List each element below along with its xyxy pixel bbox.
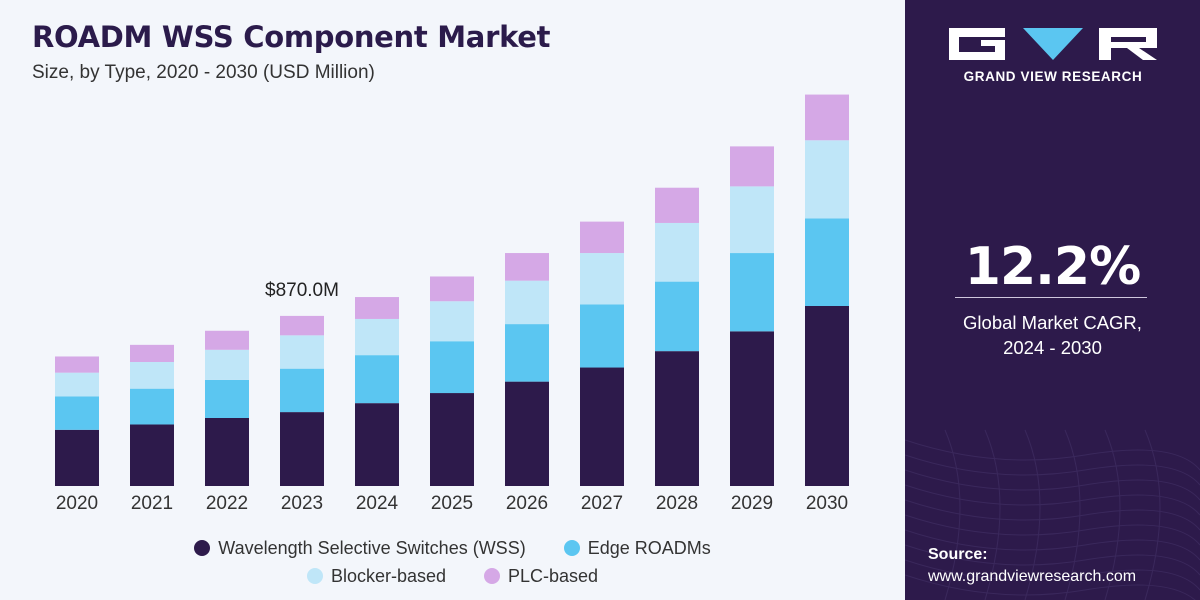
legend-label-edge-roadms: Edge ROADMs	[587, 537, 711, 558]
bar-segment-plc-based-2030	[805, 94, 849, 141]
page-title: ROADM WSS Component Market	[32, 20, 551, 54]
source-url[interactable]: www.grandviewresearch.com	[928, 568, 1137, 585]
bar-segment-edge-roadms-2025	[430, 341, 474, 394]
bar-segment-plc-based-2029	[730, 146, 774, 187]
cagr-divider	[955, 297, 1147, 298]
legend-label-plc-based: PLC-based	[508, 565, 599, 586]
cagr-label-line2: 2024 - 2030	[1003, 337, 1102, 358]
bar-segment-blocker-based-2023	[280, 335, 324, 369]
stacked-bar-chart: 2020 2021 2022 2023 $870.0M 2024 2025 2026 2027 2…	[55, 94, 849, 514]
bar-segment-edge-roadms-2026	[505, 324, 549, 382]
bar-segment-wavelength-selective-switches-wss-2028	[655, 351, 699, 486]
x-tick-label-2022: 2022	[206, 493, 248, 514]
x-tick-label-2025: 2025	[431, 493, 473, 514]
bar-segment-wavelength-selective-switches-wss-2030	[805, 306, 849, 486]
bar-segment-edge-roadms-2021	[130, 388, 174, 425]
legend-swatch-blocker-based	[306, 568, 323, 584]
bar-segment-edge-roadms-2029	[730, 253, 774, 332]
legend-row: Blocker-based PLC-based	[0, 562, 905, 590]
bar-segment-edge-roadms-2027	[580, 304, 624, 368]
cagr-label: Global Market CAGR, 2024 - 2030	[905, 310, 1200, 360]
bar-segment-blocker-based-2022	[205, 349, 249, 380]
bar-segment-blocker-based-2028	[655, 222, 699, 282]
x-tick-label-2029: 2029	[731, 493, 773, 514]
bar-segment-wavelength-selective-switches-wss-2023	[280, 412, 324, 486]
bar-segment-wavelength-selective-switches-wss-2024	[355, 403, 399, 486]
bar-segment-blocker-based-2030	[805, 140, 849, 219]
bar-segment-wavelength-selective-switches-wss-2021	[130, 424, 174, 486]
legend-swatch-wss	[194, 540, 211, 556]
bar-segment-edge-roadms-2030	[805, 218, 849, 306]
x-tick-label-2028: 2028	[656, 493, 698, 514]
bar-segment-plc-based-2024	[355, 297, 399, 319]
bar-segment-plc-based-2025	[430, 276, 474, 302]
legend-label-blocker-based: Blocker-based	[330, 565, 446, 586]
bar-segment-edge-roadms-2022	[205, 379, 249, 418]
source-title: Source:	[928, 546, 988, 563]
bar-segment-blocker-based-2026	[505, 280, 549, 325]
gvr-logo-icon	[949, 28, 1157, 60]
x-tick-label-2026: 2026	[506, 493, 548, 514]
legend-item-plc-based: PLC-based	[484, 566, 598, 587]
bar-segment-edge-roadms-2023	[280, 368, 324, 413]
bar-segment-blocker-based-2024	[355, 318, 399, 356]
legend-swatch-edge-roadms	[563, 540, 580, 556]
legend-label-wss: Wavelength Selective Switches (WSS)	[218, 537, 526, 558]
x-tick-label-2027: 2027	[581, 493, 623, 514]
chart-panel: ROADM WSS Component Market Size, by Type…	[0, 20, 905, 590]
x-tick-label-2024: 2024	[356, 493, 399, 514]
x-tick-label-2021: 2021	[131, 493, 173, 514]
bar-segment-plc-based-2020	[55, 356, 99, 373]
bar-segment-plc-based-2027	[580, 221, 624, 254]
gvr-logo: GRAND VIEW RESEARCH	[943, 24, 1163, 84]
cagr-label-line1: Global Market CAGR,	[963, 312, 1142, 333]
legend-item-edge-roadms: Edge ROADMs	[563, 537, 711, 559]
bar-segment-wavelength-selective-switches-wss-2022	[205, 418, 249, 486]
wave-pattern-background	[905, 429, 1200, 600]
source-note: Source: www.grandviewresearch.com	[928, 544, 1136, 588]
data-label-2023: $870.0M	[265, 280, 339, 301]
bar-segment-wavelength-selective-switches-wss-2026	[505, 381, 549, 486]
cagr-value: 12.2%	[964, 237, 1141, 297]
bar-segment-blocker-based-2027	[580, 253, 624, 305]
chart-subtitle: Size, by Type, 2020 - 2030 (USD Million)	[32, 62, 375, 83]
bar-segment-plc-based-2022	[205, 330, 249, 350]
chart-legend: Wavelength Selective Switches (WSS) Edge…	[0, 534, 905, 590]
legend-item-wss: Wavelength Selective Switches (WSS)	[194, 537, 526, 559]
bar-segment-wavelength-selective-switches-wss-2025	[430, 393, 474, 486]
legend-row: Wavelength Selective Switches (WSS) Edge…	[0, 534, 905, 562]
bar-segment-wavelength-selective-switches-wss-2027	[580, 367, 624, 486]
legend-swatch-plc-based	[484, 568, 500, 584]
x-tick-label-2020: 2020	[56, 493, 98, 514]
bar-segment-wavelength-selective-switches-wss-2029	[730, 331, 774, 486]
bar-segment-edge-roadms-2028	[655, 281, 699, 352]
bar-segment-blocker-based-2021	[130, 362, 174, 389]
legend-item-blocker-based: Blocker-based	[306, 565, 446, 587]
bar-segment-plc-based-2021	[130, 344, 174, 362]
bar-segment-plc-based-2023	[280, 315, 324, 336]
x-tick-label-2023: 2023	[281, 493, 323, 514]
bar-segment-blocker-based-2020	[55, 372, 99, 397]
bar-segment-edge-roadms-2024	[355, 355, 399, 404]
bar-segment-edge-roadms-2020	[55, 396, 99, 430]
bar-segment-blocker-based-2025	[430, 301, 474, 342]
bar-segment-blocker-based-2029	[730, 186, 774, 254]
bar-segment-plc-based-2026	[505, 253, 549, 281]
bar-segment-plc-based-2028	[655, 187, 699, 223]
sidebar-panel: GRAND VIEW RESEARCH 12.2% Global Market …	[905, 0, 1200, 600]
x-tick-label-2030: 2030	[806, 493, 848, 514]
bar-segment-wavelength-selective-switches-wss-2020	[55, 429, 99, 486]
gvr-logo-text: GRAND VIEW RESEARCH	[963, 69, 1143, 84]
